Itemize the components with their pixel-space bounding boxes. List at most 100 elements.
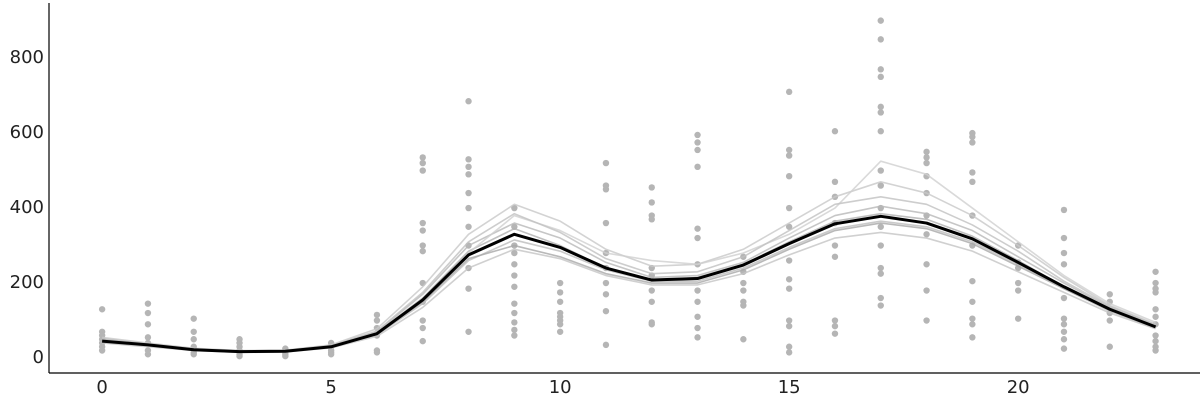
observation-point — [785, 317, 793, 324]
observation-point — [1060, 321, 1068, 328]
observation-point — [785, 146, 793, 154]
observation-point — [511, 223, 518, 230]
observation-point — [877, 103, 884, 111]
observation-point — [923, 148, 930, 156]
observation-point — [1060, 315, 1068, 322]
observation-point — [877, 270, 884, 277]
sample-line — [102, 220, 1156, 353]
observation-point — [465, 328, 472, 335]
observation-point — [785, 152, 793, 159]
observation-point — [1060, 206, 1068, 214]
observation-point — [1060, 294, 1068, 302]
observation-point — [648, 287, 655, 294]
observation-point — [98, 347, 106, 354]
observation-point — [1060, 336, 1068, 343]
observation-point — [1060, 249, 1068, 257]
observation-point — [923, 261, 930, 268]
observation-point — [556, 328, 564, 335]
observation-point — [831, 178, 839, 186]
observation-point — [1060, 328, 1068, 335]
y-tick-label: 800 — [10, 47, 44, 68]
observation-point — [923, 231, 930, 238]
observation-point — [969, 139, 976, 146]
x-tick-label: 0 — [96, 377, 107, 398]
observation-point — [511, 249, 518, 257]
observation-point — [694, 139, 701, 146]
observation-point — [785, 276, 793, 283]
observation-point — [694, 313, 701, 320]
observation-point — [602, 307, 610, 315]
observation-point — [465, 156, 472, 163]
observation-point — [1014, 279, 1022, 287]
observation-point — [694, 225, 701, 232]
observation-point — [877, 264, 884, 272]
observation-point — [1152, 306, 1159, 313]
observation-point — [785, 285, 793, 292]
x-tick-label: 20 — [1007, 377, 1030, 398]
observation-point — [1152, 337, 1159, 345]
observation-point — [969, 315, 976, 322]
observation-point — [969, 277, 976, 285]
observation-point — [740, 279, 747, 287]
observation-point — [877, 73, 884, 81]
observation-point — [327, 351, 335, 358]
observation-point — [511, 283, 518, 290]
observation-point — [877, 66, 884, 73]
sample-line — [102, 222, 1156, 353]
observation-point — [969, 298, 976, 305]
observation-point — [740, 302, 747, 309]
observation-point — [969, 169, 976, 176]
observation-point — [877, 17, 884, 24]
observation-point — [556, 321, 564, 328]
observation-point — [694, 163, 701, 171]
observation-point — [785, 223, 793, 230]
observation-point — [465, 223, 472, 230]
y-tick-label: 200 — [10, 272, 44, 293]
observation-point — [373, 311, 381, 319]
observation-point — [877, 36, 884, 43]
observation-point — [236, 352, 243, 360]
observation-point — [144, 334, 152, 341]
y-tick-label: 400 — [10, 197, 44, 218]
observation-point — [831, 330, 839, 337]
observation-point — [419, 159, 426, 167]
observation-point — [694, 146, 701, 154]
observation-point — [694, 287, 701, 294]
observation-point — [419, 324, 426, 332]
observation-point — [373, 317, 381, 324]
observation-point — [785, 343, 793, 350]
observation-point — [1152, 289, 1159, 296]
observation-point — [98, 306, 106, 313]
x-tick-label: 15 — [778, 377, 801, 398]
observation-point — [969, 178, 976, 186]
observation-point — [1014, 315, 1022, 322]
observation-point — [877, 223, 884, 230]
observation-point — [419, 167, 426, 174]
observation-point — [465, 285, 472, 292]
observation-point — [556, 289, 564, 296]
observation-point — [1152, 279, 1159, 287]
observation-point — [419, 227, 426, 234]
observation-point — [144, 321, 152, 328]
observation-point — [1106, 343, 1113, 350]
observation-point — [923, 154, 930, 161]
observation-point — [419, 219, 426, 227]
observation-point — [602, 219, 610, 227]
observation-point — [602, 341, 610, 349]
observation-point — [602, 159, 610, 167]
observation-point — [877, 167, 884, 174]
observation-point — [1152, 313, 1159, 320]
observation-point — [648, 216, 655, 223]
observation-point — [923, 159, 930, 167]
observation-point — [740, 336, 747, 343]
observation-point — [190, 328, 197, 335]
observation-point — [785, 349, 793, 356]
observation-point — [785, 322, 793, 330]
observation-point — [785, 172, 793, 180]
observation-point — [694, 234, 701, 242]
observation-point — [969, 133, 976, 141]
observation-point — [465, 189, 472, 197]
observation-point — [419, 317, 426, 324]
observation-point — [511, 300, 518, 307]
observation-point — [1106, 291, 1113, 298]
